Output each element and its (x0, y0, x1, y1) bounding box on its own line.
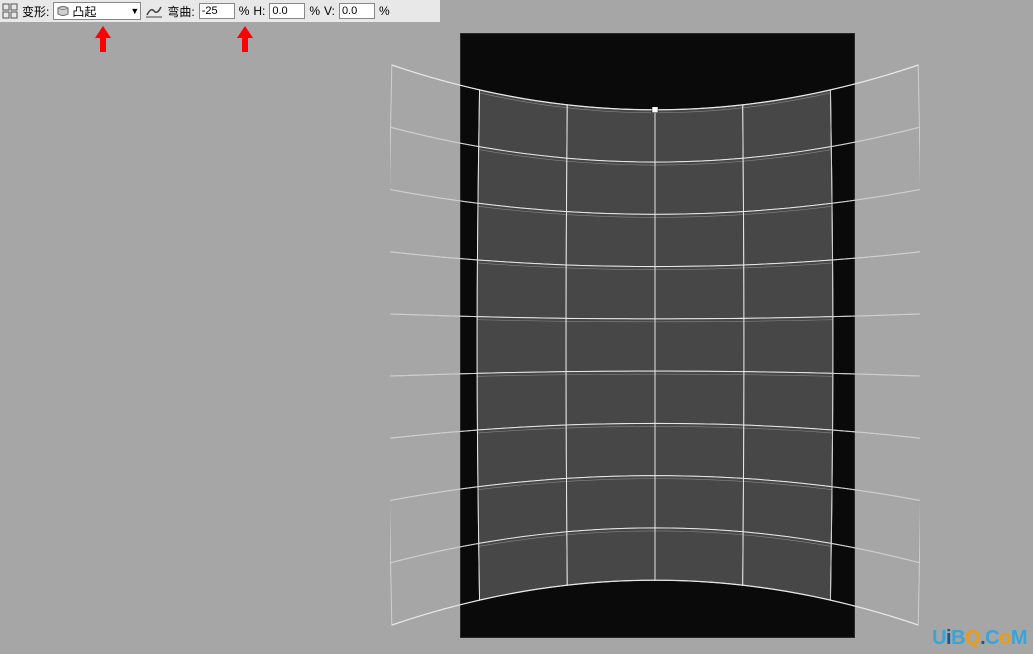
bend-input[interactable] (199, 3, 235, 19)
warp-mesh-svg (390, 30, 920, 650)
warp-type-dropdown[interactable]: 凸起 ▼ (53, 2, 141, 20)
orientation-icon[interactable] (145, 3, 163, 19)
h-label: H: (253, 4, 265, 18)
bulge-icon (56, 4, 70, 18)
options-toolbar: 变形: 凸起 ▼ 弯曲: % H: % V: % (0, 0, 440, 22)
warp-canvas[interactable] (390, 30, 920, 650)
h-input[interactable] (269, 3, 305, 19)
v-input[interactable] (339, 3, 375, 19)
v-label: V: (324, 4, 335, 18)
bend-label: 弯曲: (167, 3, 194, 20)
h-percent: % (309, 4, 320, 18)
bend-percent: % (239, 4, 250, 18)
watermark: UiBQ.CoM (932, 627, 1027, 650)
warp-type-value: 凸起 (72, 3, 130, 20)
warp-mode-icon[interactable] (2, 3, 18, 19)
red-arrow-indicator (237, 26, 253, 52)
chevron-down-icon: ▼ (130, 6, 138, 16)
v-percent: % (379, 4, 390, 18)
warp-label: 变形: (22, 3, 49, 20)
red-arrow-indicator (95, 26, 111, 52)
